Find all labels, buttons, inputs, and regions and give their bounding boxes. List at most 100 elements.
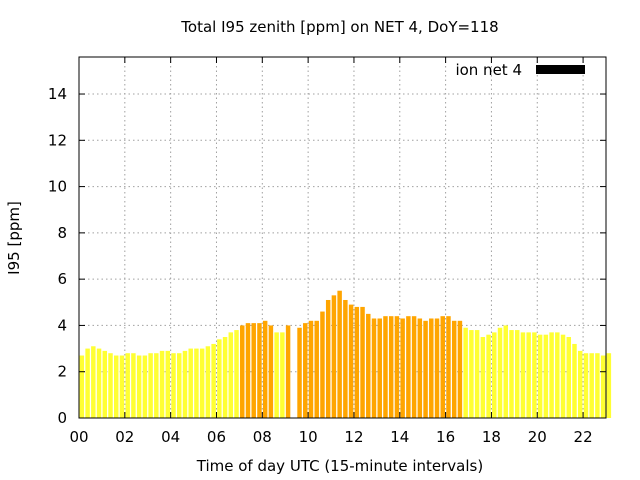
bar — [142, 355, 148, 418]
bar — [177, 353, 182, 418]
bar — [497, 327, 503, 418]
y-tick-label: 10 — [48, 178, 67, 196]
x-tick-label: 02 — [115, 428, 134, 446]
bar — [423, 320, 428, 418]
legend-swatch — [536, 65, 585, 74]
x-tick-label: 12 — [344, 428, 363, 446]
bar — [394, 316, 400, 418]
bar — [451, 320, 457, 418]
bar — [108, 353, 113, 418]
bar — [417, 318, 423, 418]
bar — [268, 325, 274, 418]
bar — [509, 330, 514, 418]
bar — [429, 318, 434, 418]
bar — [526, 332, 531, 418]
y-tick-label: 4 — [57, 316, 67, 334]
bar — [211, 343, 216, 418]
x-tick-label: 08 — [253, 428, 272, 446]
bar — [102, 350, 108, 418]
bar — [514, 330, 520, 418]
y-tick-label: 2 — [57, 363, 67, 381]
bar — [492, 332, 497, 418]
bar — [331, 295, 337, 418]
bar — [240, 325, 245, 418]
bar — [154, 353, 159, 418]
x-tick-label: 06 — [207, 428, 226, 446]
bar — [199, 348, 205, 418]
grid-lines — [79, 57, 606, 418]
x-tick-labels: 00 02 04 06 08 10 12 14 16 18 20 22 — [69, 428, 592, 446]
y-tick-label: 12 — [48, 131, 67, 149]
bar — [205, 346, 211, 418]
x-tick-label: 14 — [390, 428, 409, 446]
bar — [520, 332, 526, 418]
bar — [566, 337, 571, 418]
bar — [595, 353, 600, 418]
bar — [371, 318, 377, 418]
x-tick-label: 04 — [161, 428, 180, 446]
bar — [314, 320, 319, 418]
bar — [79, 355, 85, 418]
x-tick-label: 22 — [574, 428, 593, 446]
y-tick-label: 8 — [57, 224, 67, 242]
bar — [165, 350, 171, 418]
x-axis-label: Time of day UTC (15-minute intervals) — [196, 457, 483, 475]
bar — [406, 316, 411, 418]
bar — [400, 318, 405, 418]
bar — [182, 350, 188, 418]
bar — [463, 327, 468, 418]
bar — [131, 353, 136, 418]
y-tick-label: 14 — [48, 85, 67, 103]
bar — [572, 343, 577, 418]
legend: ion net 4 — [455, 61, 585, 79]
bar — [555, 332, 560, 418]
bar — [348, 304, 354, 418]
bar — [171, 353, 176, 418]
bar — [577, 350, 583, 418]
bar — [537, 334, 543, 418]
bar — [136, 355, 142, 418]
bar — [114, 355, 119, 418]
bar — [503, 325, 508, 418]
bar — [194, 348, 199, 418]
bar — [457, 320, 463, 418]
bar — [303, 323, 308, 418]
bar — [600, 355, 606, 418]
bar — [583, 353, 589, 418]
bar — [325, 299, 331, 418]
bar — [480, 337, 486, 418]
bar — [125, 353, 130, 418]
bar — [343, 299, 348, 418]
x-tick-label: 10 — [299, 428, 318, 446]
x-tick-label: 20 — [528, 428, 547, 446]
bar — [383, 316, 388, 418]
bar — [245, 323, 251, 418]
bar — [91, 346, 96, 418]
bar — [532, 332, 537, 418]
bar — [486, 334, 491, 418]
bar — [280, 332, 285, 418]
plot-frame — [78, 56, 607, 419]
bar — [360, 306, 365, 418]
bar — [606, 353, 612, 418]
bar — [474, 330, 480, 418]
bar — [285, 325, 291, 418]
x-tick-label: 18 — [482, 428, 501, 446]
chart-title: Total I95 zenith [ppm] on NET 4, DoY=118 — [180, 18, 498, 36]
bar — [446, 316, 451, 418]
bar — [85, 348, 90, 418]
y-tick-labels: 0 2 4 6 8 10 12 14 — [48, 85, 67, 427]
bar — [411, 316, 417, 418]
x-tick-label: 00 — [69, 428, 88, 446]
bar — [308, 320, 314, 418]
x-tick-label: 16 — [436, 428, 455, 446]
bar — [217, 339, 222, 418]
bar — [434, 318, 440, 418]
bar — [320, 311, 325, 418]
bar — [251, 323, 256, 418]
bar — [366, 313, 371, 418]
legend-label: ion net 4 — [455, 61, 522, 79]
bar — [543, 334, 549, 418]
bar — [257, 323, 262, 418]
